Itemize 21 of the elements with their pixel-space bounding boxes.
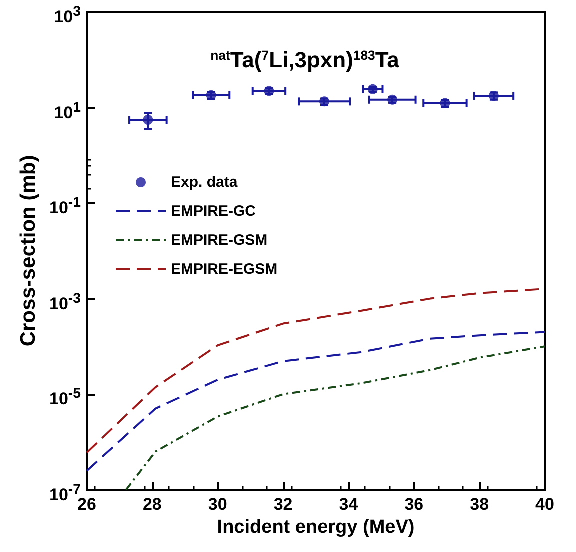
x-tick-label: 28 (142, 495, 162, 514)
y-tick-label: 10$^{-1}$ (49, 194, 81, 220)
x-tick-label: 36 (404, 495, 424, 514)
x-tick-label: 40 (536, 495, 554, 514)
x-tick-label: 32 (274, 495, 293, 514)
x-tick-label: 38 (470, 495, 490, 514)
x-tick-label: 34 (339, 495, 359, 514)
y-tick-label: 10$^{3}$ (54, 3, 81, 29)
line-series (86, 331, 546, 472)
point (143, 115, 154, 126)
legend-label: EMPIRE-EGSM (171, 261, 278, 278)
x-axis-title: Incident energy (MeV) (217, 516, 415, 538)
legend-label: EMPIRE-GSM (171, 232, 268, 249)
y-axis-title: Cross-section (mb) (17, 155, 40, 347)
y-tick-label: 10$^{1}$ (54, 98, 81, 124)
legend-label: EMPIRE-GC (171, 203, 256, 220)
y-tick-label: 10$^{-3}$ (49, 290, 81, 316)
line-series (125, 346, 546, 491)
y-tick-label: 10$^{-5}$ (49, 385, 81, 412)
x-tick-label: 30 (208, 495, 228, 514)
legend-label: Exp. data (171, 174, 238, 191)
